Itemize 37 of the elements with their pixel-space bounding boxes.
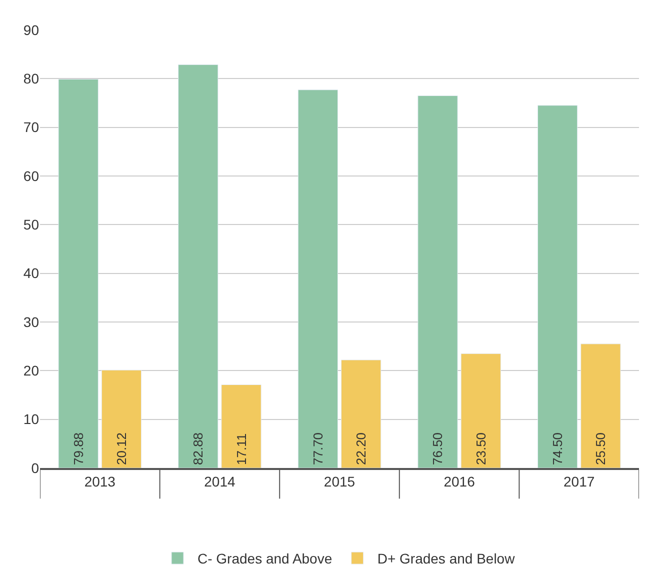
x-tick-label: 2015 bbox=[324, 474, 356, 490]
data-label: 23.50 bbox=[473, 432, 488, 465]
data-label: 79.88 bbox=[70, 432, 86, 465]
y-tick-label: 50 bbox=[23, 216, 40, 233]
x-tick-label: 2013 bbox=[84, 474, 116, 490]
bar bbox=[298, 90, 338, 468]
data-label: 25.50 bbox=[593, 432, 608, 465]
bar bbox=[460, 353, 501, 468]
y-tick-label: 40 bbox=[23, 265, 40, 282]
x-tick-label: 2016 bbox=[444, 474, 476, 490]
y-tick-label: 90 bbox=[23, 22, 40, 38]
bar bbox=[101, 370, 142, 468]
data-label: 74.50 bbox=[550, 432, 566, 465]
bar bbox=[537, 105, 578, 468]
legend-label: D+ Grades and Below bbox=[377, 550, 516, 567]
legend-label: C- Grades and Above bbox=[198, 550, 332, 567]
bar bbox=[178, 64, 218, 468]
y-tick-label: 60 bbox=[23, 168, 40, 184]
data-label: 17.11 bbox=[234, 433, 249, 465]
bar bbox=[58, 79, 98, 468]
y-tick-label: 70 bbox=[23, 119, 40, 136]
y-tick-label: 0 bbox=[31, 460, 40, 476]
bar bbox=[418, 95, 458, 468]
x-tick-label: 2014 bbox=[204, 474, 236, 490]
data-label: 82.88 bbox=[190, 432, 206, 465]
data-label: 77.70 bbox=[310, 432, 326, 465]
y-tick-label: 30 bbox=[23, 314, 40, 330]
y-tick-label: 10 bbox=[23, 411, 40, 428]
data-label: 76.50 bbox=[430, 432, 446, 465]
data-label: 22.20 bbox=[354, 432, 369, 465]
bar bbox=[340, 360, 382, 468]
data-label: 20.12 bbox=[114, 432, 129, 465]
bar bbox=[221, 384, 262, 468]
y-tick-label: 20 bbox=[23, 362, 40, 379]
x-tick-label: 2017 bbox=[564, 474, 595, 490]
y-tick-label: 80 bbox=[23, 70, 40, 87]
bar bbox=[580, 344, 621, 468]
